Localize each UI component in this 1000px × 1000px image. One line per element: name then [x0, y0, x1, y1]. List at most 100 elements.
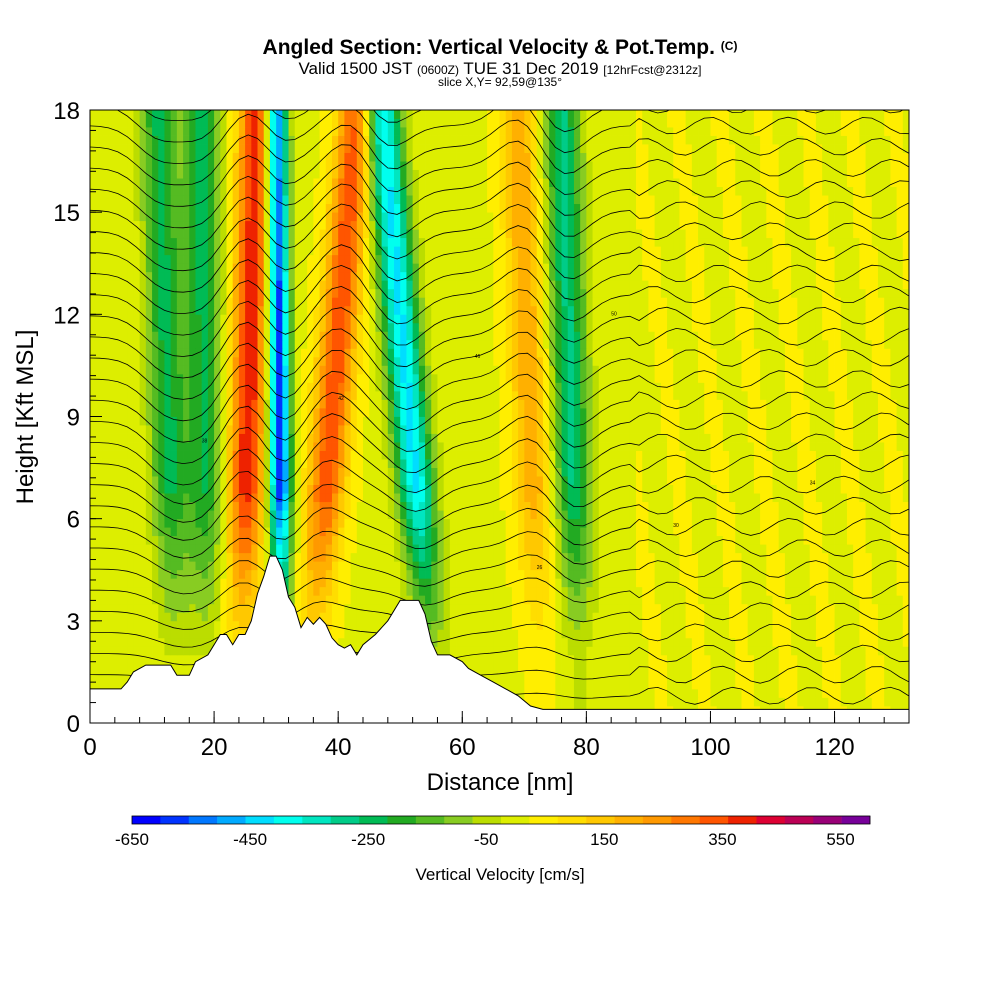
field-cell — [207, 425, 215, 434]
field-cell — [865, 433, 873, 443]
field-cell — [176, 433, 184, 443]
field-cell — [766, 467, 773, 477]
field-cell — [716, 569, 724, 579]
field-cell — [313, 569, 320, 579]
field-cell — [437, 578, 445, 588]
field-cell — [747, 459, 755, 468]
field-cell — [629, 603, 637, 613]
field-cell — [667, 484, 674, 494]
field-cell — [493, 535, 500, 545]
field-cell — [282, 569, 289, 579]
field-cell — [294, 416, 302, 426]
field-cell — [803, 416, 811, 426]
field-cell — [623, 663, 631, 673]
field-cell — [121, 535, 128, 545]
field-cell — [760, 586, 767, 596]
field-cell — [580, 544, 587, 554]
field-cell — [232, 578, 240, 588]
field-cell — [263, 501, 271, 511]
field-cell — [183, 637, 190, 647]
field-cell — [269, 416, 277, 426]
field-cell — [859, 476, 866, 486]
field-cell — [840, 544, 848, 554]
field-cell — [729, 467, 736, 477]
field-cell — [493, 544, 500, 554]
field-cell — [518, 586, 525, 596]
field-cell — [629, 688, 637, 698]
field-cell — [716, 578, 724, 588]
field-cell — [139, 442, 147, 451]
field-cell — [350, 578, 358, 588]
field-cell — [871, 518, 879, 528]
field-cell — [685, 586, 693, 596]
field-cell — [356, 484, 364, 494]
field-cell — [710, 586, 718, 596]
field-cell — [394, 569, 401, 579]
field-cell — [400, 569, 407, 579]
field-cell — [238, 433, 246, 443]
field-cell — [189, 637, 196, 647]
field-cell — [884, 535, 891, 545]
field-cell — [331, 603, 339, 613]
field-cell — [133, 476, 141, 486]
field-cell — [791, 578, 798, 588]
field-cell — [766, 450, 773, 460]
field-cell — [468, 544, 476, 554]
field-cell — [176, 535, 184, 545]
field-cell — [691, 442, 699, 451]
field-cell — [493, 493, 500, 503]
field-cell — [90, 620, 97, 630]
field-cell — [673, 663, 680, 673]
field-cell — [654, 561, 662, 571]
field-cell — [555, 612, 562, 622]
field-cell — [530, 407, 538, 417]
field-cell — [629, 620, 637, 630]
field-cell — [251, 442, 258, 451]
field-cell — [679, 501, 687, 511]
field-cell — [381, 544, 389, 554]
field-cell — [139, 501, 147, 511]
field-cell — [468, 425, 476, 434]
field-cell — [698, 518, 705, 528]
field-cell — [176, 595, 184, 605]
field-cell — [480, 552, 488, 562]
field-cell — [822, 688, 829, 698]
field-cell — [840, 586, 848, 596]
field-cell — [580, 646, 587, 656]
field-cell — [902, 586, 909, 596]
field-cell — [152, 416, 159, 426]
field-cell — [356, 535, 364, 545]
field-cell — [617, 518, 624, 528]
field-cell — [462, 476, 469, 486]
field-cell — [369, 552, 376, 562]
field-cell — [685, 688, 693, 698]
field-cell — [245, 425, 252, 434]
field-cell — [611, 646, 618, 656]
field-cell — [425, 425, 432, 434]
field-cell — [288, 527, 296, 537]
field-cell — [772, 467, 780, 477]
field-cell — [412, 527, 420, 537]
field-cell — [387, 595, 395, 605]
field-cell — [307, 595, 314, 605]
field-cell — [586, 646, 593, 656]
field-cell — [834, 569, 842, 579]
field-cell — [313, 603, 320, 613]
field-cell — [573, 467, 581, 477]
field-cell — [394, 552, 401, 562]
field-cell — [611, 416, 618, 426]
field-cell — [96, 527, 103, 537]
field-cell — [890, 603, 897, 613]
field-cell — [356, 518, 364, 528]
field-cell — [828, 459, 835, 468]
field-cell — [114, 459, 122, 468]
field-cell — [145, 484, 153, 494]
field-cell — [691, 578, 699, 588]
field-cell — [170, 407, 178, 417]
field-cell — [722, 442, 730, 451]
field-cell — [716, 654, 724, 664]
field-cell — [902, 493, 909, 503]
field-cell — [406, 501, 414, 511]
field-cell — [896, 561, 904, 571]
field-cell — [511, 518, 519, 528]
